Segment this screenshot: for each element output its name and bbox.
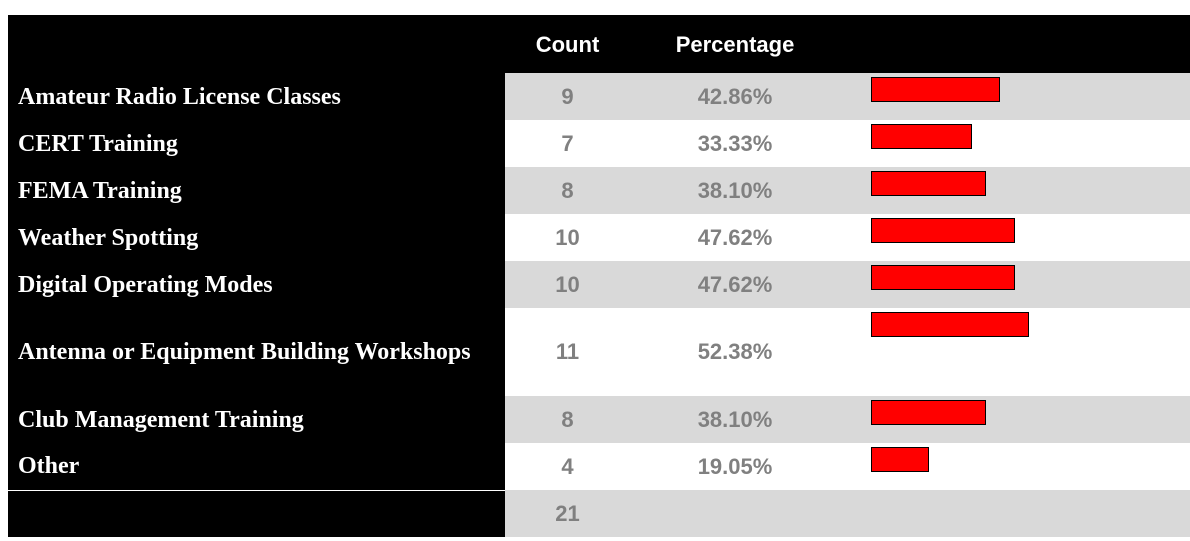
percent: 47.62%	[630, 214, 840, 261]
row-label: CERT Training	[8, 120, 505, 167]
bar	[871, 447, 929, 472]
bar	[871, 265, 1015, 290]
row-label: Antenna or Equipment Building Workshops	[8, 308, 505, 396]
bar	[871, 77, 1001, 102]
count: 7	[505, 120, 630, 167]
survey-table: Count Percentage Amateur Radio License C…	[8, 15, 1190, 537]
count: 11	[505, 308, 630, 396]
header-row: Count Percentage	[8, 17, 1190, 73]
bar-cell	[840, 443, 1190, 490]
row-label: Other	[8, 443, 505, 490]
bar	[871, 124, 972, 149]
percent: 47.62%	[630, 261, 840, 308]
row: Amateur Radio License Classes 9 42.86%	[8, 73, 1190, 120]
row-label: Weather Spotting	[8, 214, 505, 261]
percent: 19.05%	[630, 443, 840, 490]
header-percent: Percentage	[630, 17, 840, 73]
bar-cell	[840, 167, 1190, 214]
percent: 33.33%	[630, 120, 840, 167]
count: 10	[505, 261, 630, 308]
count: 9	[505, 73, 630, 120]
bar	[871, 312, 1030, 337]
bar	[871, 218, 1015, 243]
bar-cell	[840, 261, 1190, 308]
row: CERT Training 7 33.33%	[8, 120, 1190, 167]
bar	[871, 171, 987, 196]
blank	[840, 490, 1190, 537]
count: 4	[505, 443, 630, 490]
bar	[871, 400, 987, 425]
row: Club Management Training 8 38.10%	[8, 396, 1190, 443]
header-blank	[8, 17, 505, 73]
count: 8	[505, 396, 630, 443]
row: Digital Operating Modes 10 47.62%	[8, 261, 1190, 308]
percent: 42.86%	[630, 73, 840, 120]
row-label: FEMA Training	[8, 167, 505, 214]
bar-cell	[840, 396, 1190, 443]
row: Weather Spotting 10 47.62%	[8, 214, 1190, 261]
row-label: Amateur Radio License Classes	[8, 73, 505, 120]
blank	[630, 490, 840, 537]
row-label: Digital Operating Modes	[8, 261, 505, 308]
row: Other 4 19.05%	[8, 443, 1190, 490]
bar-cell	[840, 120, 1190, 167]
percent: 38.10%	[630, 396, 840, 443]
row: FEMA Training 8 38.10%	[8, 167, 1190, 214]
table: Count Percentage Amateur Radio License C…	[8, 17, 1190, 537]
percent: 52.38%	[630, 308, 840, 396]
header-count: Count	[505, 17, 630, 73]
row: Antenna or Equipment Building Workshops 1…	[8, 308, 1190, 396]
total-row: 21	[8, 489, 1190, 537]
count: 10	[505, 214, 630, 261]
total-label	[8, 489, 505, 537]
bar-cell	[840, 73, 1190, 120]
total-count: 21	[505, 490, 630, 537]
row-label: Club Management Training	[8, 396, 505, 443]
bar-cell	[840, 308, 1190, 396]
count: 8	[505, 167, 630, 214]
header-blank	[840, 17, 1190, 73]
percent: 38.10%	[630, 167, 840, 214]
bar-cell	[840, 214, 1190, 261]
